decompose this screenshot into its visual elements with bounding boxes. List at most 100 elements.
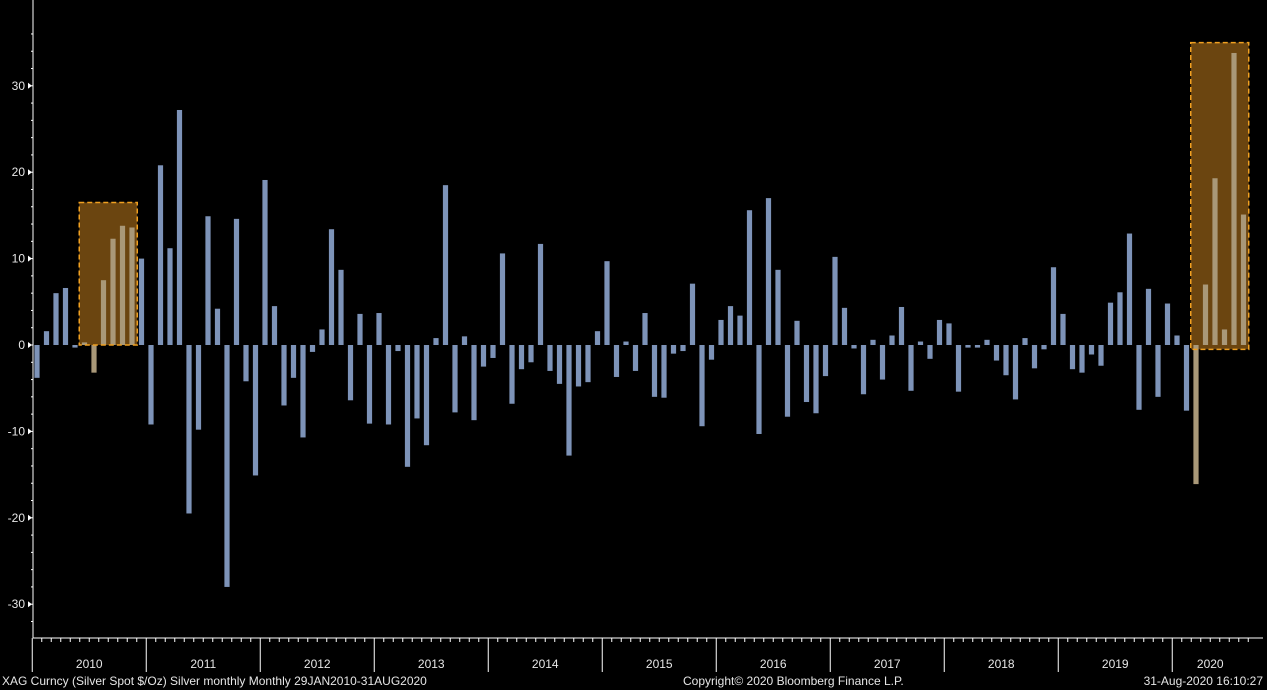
- bar: [1145, 288, 1152, 345]
- bar: [385, 345, 392, 425]
- bar: [955, 345, 962, 392]
- bar: [1193, 345, 1199, 485]
- bar: [699, 345, 705, 427]
- y-tick-arrow: [28, 255, 32, 262]
- bar: [613, 345, 620, 377]
- bar: [746, 210, 753, 345]
- bar: [984, 339, 990, 345]
- y-tick-label: -30: [8, 597, 26, 611]
- bar: [157, 165, 164, 345]
- bar: [81, 342, 88, 345]
- y-tick-label: -20: [8, 511, 26, 525]
- x-year-label: 2011: [190, 657, 216, 671]
- bar: [1098, 345, 1104, 366]
- bar: [34, 345, 40, 378]
- bar: [585, 345, 591, 383]
- bar: [376, 313, 382, 345]
- bar: [537, 243, 544, 345]
- y-tick-arrow: [28, 82, 32, 89]
- y-tick-arrow: [28, 169, 32, 176]
- bar: [1022, 338, 1028, 345]
- bar: [737, 315, 743, 345]
- bar: [993, 345, 1000, 361]
- bar: [1164, 303, 1171, 345]
- x-axis-ticks: 2010 2011 2012 2013 2014 2015 2016 2017 2018 2019…: [31, 638, 1249, 672]
- bar: [91, 345, 97, 373]
- bar: [471, 345, 477, 421]
- bar: [176, 109, 183, 346]
- bar: [1240, 214, 1247, 345]
- y-tick-arrow: [28, 428, 32, 435]
- bar: [936, 319, 943, 345]
- bar: [433, 338, 439, 345]
- x-year-label: 2015: [646, 657, 673, 671]
- footer-ticker-info: XAG Curncy (Silver Spot $/Oz) Silver mon…: [2, 674, 427, 688]
- bar: [1231, 52, 1237, 345]
- bar: [879, 345, 886, 380]
- footer-copyright: Copyright© 2020 Bloomberg Finance L.P.: [683, 674, 904, 688]
- x-year-label: 2012: [304, 657, 331, 671]
- bar: [965, 345, 971, 348]
- bar: [167, 248, 173, 345]
- y-tick-arrow: [28, 514, 32, 521]
- bar: [898, 306, 905, 345]
- bar: [395, 345, 401, 352]
- y-tick-label: 20: [12, 165, 26, 179]
- bar: [357, 313, 363, 345]
- bar: [651, 345, 658, 397]
- x-year-label: 2014: [532, 657, 559, 671]
- bar: [148, 345, 154, 425]
- bar: [499, 253, 506, 345]
- bar: [414, 345, 420, 419]
- bar: [860, 345, 867, 395]
- bar: [452, 345, 458, 413]
- bar: [461, 336, 468, 345]
- y-tick-label: 10: [12, 252, 26, 266]
- bar: [404, 345, 411, 467]
- bar: [851, 345, 857, 349]
- bar: [528, 345, 534, 363]
- bar: [927, 345, 933, 359]
- bar: [718, 319, 724, 345]
- highlight-border-2: [1190, 41, 1250, 351]
- bar: [623, 341, 629, 345]
- bar: [224, 345, 230, 587]
- bar: [1079, 345, 1085, 373]
- bar: [480, 345, 487, 367]
- bar: [309, 345, 316, 352]
- bar: [670, 345, 677, 354]
- bar: [1069, 345, 1076, 370]
- bar: [1155, 345, 1161, 397]
- bar: [1088, 345, 1095, 355]
- bar: [680, 345, 686, 352]
- bar: [708, 345, 715, 360]
- bar: [110, 238, 116, 345]
- bar: [946, 323, 952, 345]
- bar: [1031, 345, 1038, 369]
- bar: [1183, 345, 1190, 411]
- x-year-label: 2013: [418, 657, 445, 671]
- x-year-label: 2020: [1197, 657, 1224, 671]
- bar: [632, 345, 639, 371]
- bar: [727, 306, 734, 345]
- bar: [594, 331, 601, 345]
- bar-series: [34, 52, 1247, 587]
- bar: [1041, 345, 1047, 350]
- bar: [186, 345, 192, 514]
- bar: [775, 269, 781, 345]
- highlight-box-1: [79, 202, 138, 345]
- bar: [518, 345, 525, 370]
- highlight-border-1: [78, 201, 138, 346]
- bar: [319, 329, 325, 345]
- bar: [442, 185, 449, 345]
- bar: [575, 345, 582, 387]
- bar: [661, 345, 667, 398]
- bar: [566, 345, 572, 456]
- bar: [822, 345, 829, 377]
- bar: [556, 345, 563, 384]
- y-tick-arrow: [28, 601, 32, 608]
- bar: [233, 218, 240, 345]
- bar: [1221, 329, 1228, 345]
- bar: [756, 345, 762, 434]
- bar: [908, 345, 914, 391]
